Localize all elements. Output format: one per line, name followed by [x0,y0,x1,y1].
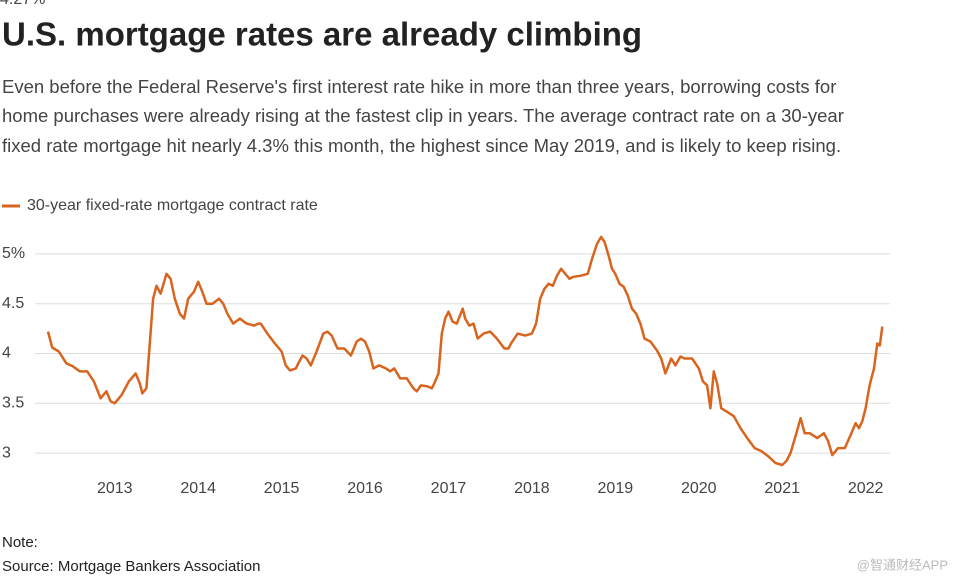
x-tick-label: 2016 [347,480,383,497]
y-tick-label: 4 [2,345,11,362]
chart-title: U.S. mortgage rates are already climbing [2,16,642,53]
x-tick-label: 2022 [848,480,884,497]
subtitle: Even before the Federal Reserve's first … [2,76,836,97]
x-tick-label: 2021 [764,480,800,497]
y-tick-label: 3 [2,444,11,461]
legend-label: 30-year fixed-rate mortgage contract rat… [27,197,318,214]
note: Note: [2,534,38,551]
x-tick-label: 2014 [180,480,216,497]
subtitle: home purchases were already rising at th… [2,105,844,126]
x-tick-label: 2015 [264,480,300,497]
subtitle: fixed rate mortgage hit nearly 4.3% this… [2,135,841,156]
y-tick-label: 3.5 [2,395,24,412]
x-tick-label: 2019 [598,480,634,497]
watermark: @智通财经APP [857,557,948,572]
x-tick-label: 2020 [681,480,717,497]
line [46,235,884,467]
data-label: 4.27% [0,0,45,8]
x-tick-label: 2017 [431,480,467,497]
x-tick-label: 2013 [97,480,133,497]
x-tick-label: 2018 [514,480,550,497]
y-tick-label: 5% [2,245,25,262]
source: Source: Mortgage Bankers Association [2,558,260,575]
y-tick-label: 4.5 [2,295,24,312]
